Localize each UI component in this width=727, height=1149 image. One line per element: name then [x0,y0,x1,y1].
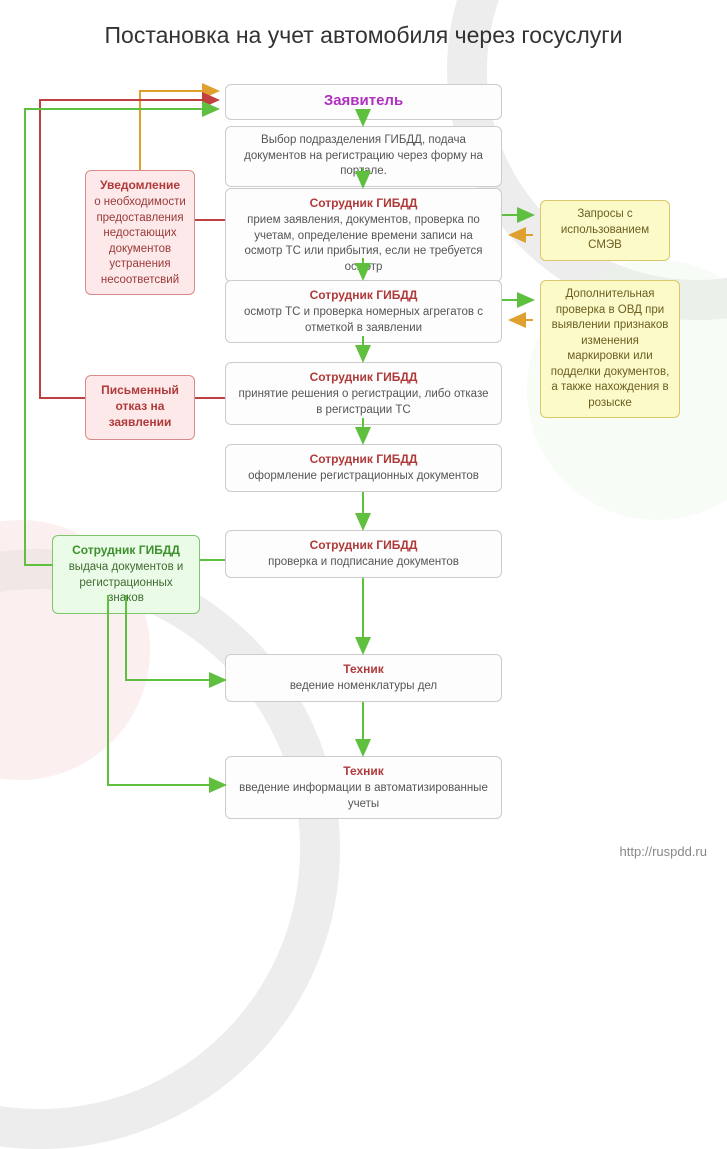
node-applicant-role: Заявитель [234,91,493,111]
node-step2-body: прием заявления, документов, проверка по… [234,213,493,275]
node-step8-role: Техник [234,763,493,779]
node-step1-body: Выбор подразделения ГИБДД, подача докуме… [234,133,493,180]
node-step7: Техник ведение номенклатуры дел [225,654,502,702]
connector-1 [140,91,218,170]
node-left_issue-body: выдача документов и регистрационных знак… [61,560,191,607]
node-left_refusal: Письменный отказ на заявлении [85,375,195,440]
node-step5-body: оформление регистрационных документов [234,469,493,485]
node-step6-role: Сотрудник ГИБДД [234,537,493,553]
node-step7-role: Техник [234,661,493,677]
node-right_ovd: Дополнительная проверка в ОВД при выявле… [540,280,680,418]
node-step4-body: принятие решения о регистрации, либо отк… [234,387,493,418]
node-right_smev-body: Запросы с использованием СМЭВ [549,207,661,254]
connector-7 [108,595,225,785]
node-step4-role: Сотрудник ГИБДД [234,369,493,385]
node-step2: Сотрудник ГИБДД прием заявления, документ… [225,188,502,282]
node-step3-role: Сотрудник ГИБДД [234,287,493,303]
node-step5-role: Сотрудник ГИБДД [234,451,493,467]
node-right_ovd-body: Дополнительная проверка в ОВД при выявле… [549,287,671,411]
node-step8: Техник введение информации в автоматизиро… [225,756,502,819]
page-title: Постановка на учет автомобиля через госу… [0,22,727,49]
node-left_refusal-role: Письменный отказ на заявлении [94,382,186,431]
node-step3-body: осмотр ТС и проверка номерных агрегатов … [234,305,493,336]
node-applicant: Заявитель [225,84,502,120]
node-left_notice: Уведомление о необходимости предоставлени… [85,170,195,295]
node-right_smev: Запросы с использованием СМЭВ [540,200,670,261]
node-left_notice-body: о необходимости предоставления недостающ… [94,195,186,288]
node-step7-body: ведение номенклатуры дел [234,679,493,695]
node-step3: Сотрудник ГИБДД осмотр ТС и проверка номе… [225,280,502,343]
node-left_issue-role: Сотрудник ГИБДД [61,542,191,558]
node-step5: Сотрудник ГИБДД оформление регистрационны… [225,444,502,492]
node-step2-role: Сотрудник ГИБДД [234,195,493,211]
node-step4: Сотрудник ГИБДД принятие решения о регист… [225,362,502,425]
node-step6-body: проверка и подписание документов [234,555,493,571]
node-step1: Выбор подразделения ГИБДД, подача докуме… [225,126,502,187]
node-step8-body: введение информации в автоматизированные… [234,781,493,812]
node-left_notice-role: Уведомление [94,177,186,193]
footer-source: http://ruspdd.ru [620,844,707,859]
node-step6: Сотрудник ГИБДД проверка и подписание док… [225,530,502,578]
node-left_issue: Сотрудник ГИБДД выдача документов и регис… [52,535,200,614]
